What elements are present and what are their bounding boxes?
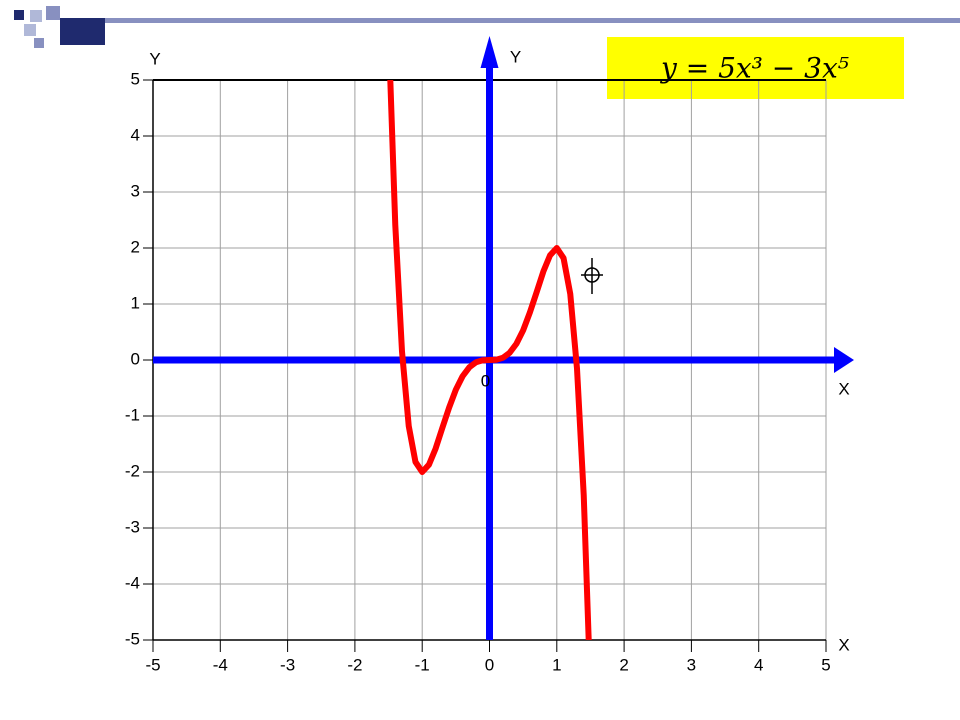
y-tick-label: -2 <box>125 461 140 480</box>
x-axis-arrow <box>834 347 854 373</box>
y-tick-label: 2 <box>131 237 140 256</box>
y-tick-label: -3 <box>125 517 140 536</box>
slide-decoration <box>14 6 960 48</box>
cursor-icon <box>581 258 603 294</box>
x-tick-label: -1 <box>415 655 430 674</box>
formula-box <box>607 37 904 99</box>
x-tick-label: 1 <box>552 655 561 674</box>
y-tick-label: -5 <box>125 629 140 648</box>
y-axis-label: Y <box>510 47 521 66</box>
x-tick-label: 2 <box>619 655 628 674</box>
origin-label: 0 <box>481 371 490 390</box>
y-tick-label: 5 <box>131 69 140 88</box>
x-tick-label: 4 <box>754 655 763 674</box>
x-axis-label: X <box>838 379 849 398</box>
x-axis-label: X <box>838 635 849 654</box>
x-tick-label: 5 <box>821 655 830 674</box>
y-tick-label: -1 <box>125 405 140 424</box>
y-tick-label: 3 <box>131 181 140 200</box>
x-tick-label: -2 <box>347 655 362 674</box>
function-curve <box>387 80 592 640</box>
y-axis-label: Y <box>149 49 160 68</box>
x-tick-label: 0 <box>485 655 494 674</box>
x-tick-label: 3 <box>687 655 696 674</box>
x-tick-label: -5 <box>145 655 160 674</box>
y-tick-label: -4 <box>125 573 140 592</box>
y-tick-label: 4 <box>131 125 140 144</box>
x-tick-label: -4 <box>213 655 228 674</box>
y-tick-label: 1 <box>131 293 140 312</box>
x-tick-label: -3 <box>280 655 295 674</box>
y-axis-arrow <box>480 36 499 68</box>
y-tick-label: 0 <box>131 349 140 368</box>
